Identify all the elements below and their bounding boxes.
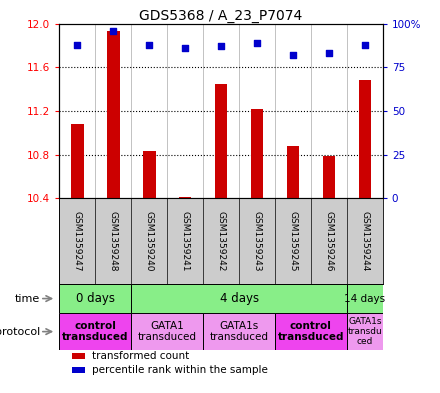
Bar: [143, 151, 155, 198]
Text: time: time: [15, 294, 40, 303]
Point: [110, 28, 117, 34]
Text: GSM1359248: GSM1359248: [109, 211, 118, 272]
Bar: [72, 367, 85, 373]
FancyBboxPatch shape: [275, 313, 347, 350]
Text: control
transduced: control transduced: [278, 321, 344, 342]
Text: 4 days: 4 days: [220, 292, 259, 305]
Text: GATA1s
transduced: GATA1s transduced: [209, 321, 268, 342]
Text: transformed count: transformed count: [92, 351, 189, 361]
Text: GSM1359245: GSM1359245: [289, 211, 297, 272]
FancyBboxPatch shape: [131, 284, 347, 313]
Text: GSM1359244: GSM1359244: [360, 211, 369, 272]
Text: GSM1359242: GSM1359242: [216, 211, 226, 272]
Point: [253, 40, 260, 46]
Point: [326, 50, 333, 57]
Title: GDS5368 / A_23_P7074: GDS5368 / A_23_P7074: [139, 9, 303, 22]
FancyBboxPatch shape: [59, 313, 131, 350]
FancyBboxPatch shape: [203, 313, 275, 350]
Bar: [323, 156, 335, 198]
Point: [361, 41, 368, 48]
Bar: [72, 353, 85, 359]
Point: [290, 52, 297, 58]
Text: GSM1359246: GSM1359246: [324, 211, 334, 272]
Text: GATA1s
transdu
ced: GATA1s transdu ced: [348, 318, 382, 346]
Text: 0 days: 0 days: [76, 292, 115, 305]
Point: [146, 41, 153, 48]
Point: [218, 43, 225, 50]
Bar: [71, 124, 84, 198]
Text: GSM1359247: GSM1359247: [73, 211, 82, 272]
FancyBboxPatch shape: [347, 313, 383, 350]
FancyBboxPatch shape: [131, 313, 203, 350]
Text: GSM1359240: GSM1359240: [145, 211, 154, 272]
Bar: [215, 84, 227, 198]
Text: 14 days: 14 days: [344, 294, 385, 303]
Text: GSM1359241: GSM1359241: [181, 211, 190, 272]
Text: protocol: protocol: [0, 327, 40, 337]
Bar: [359, 81, 371, 198]
Point: [74, 41, 81, 48]
FancyBboxPatch shape: [347, 284, 383, 313]
Bar: [287, 146, 299, 198]
Text: control
transduced: control transduced: [62, 321, 128, 342]
Bar: [251, 109, 263, 198]
Text: GSM1359243: GSM1359243: [253, 211, 261, 272]
Point: [182, 45, 189, 51]
Bar: [179, 197, 191, 198]
Text: percentile rank within the sample: percentile rank within the sample: [92, 365, 268, 375]
FancyBboxPatch shape: [59, 284, 131, 313]
Text: GATA1
transduced: GATA1 transduced: [138, 321, 197, 342]
Bar: [107, 31, 120, 198]
